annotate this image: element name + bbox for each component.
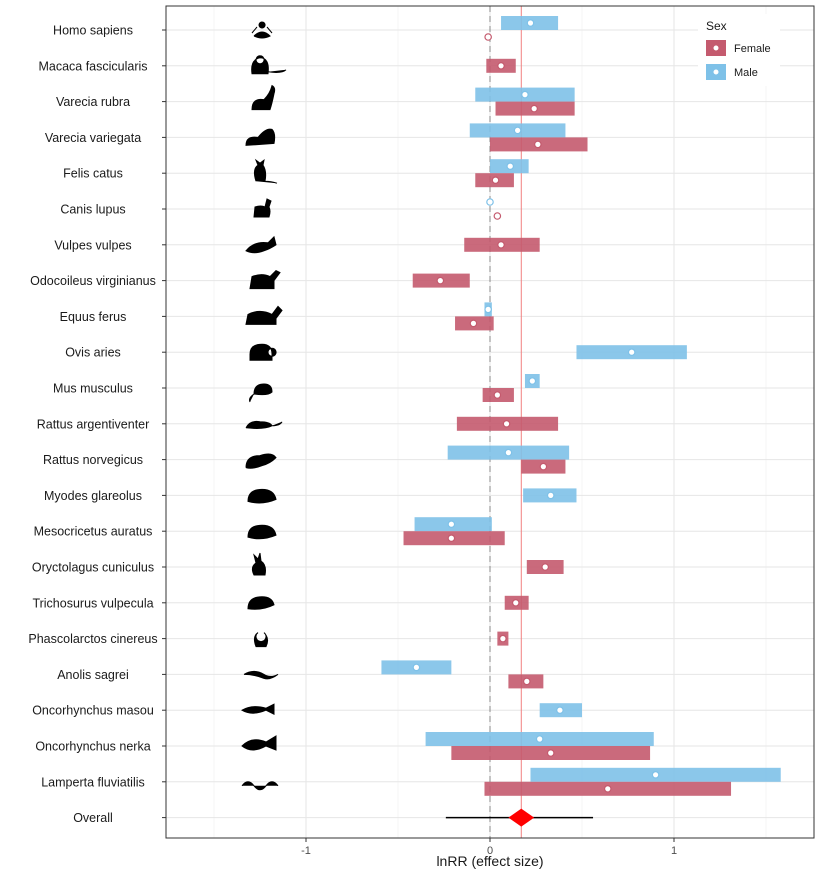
icon-layer [241,21,287,791]
sheep-icon [249,343,277,361]
y-tick-label: Lamperta fluviatilis [41,775,145,789]
female-estimate-point [497,241,505,249]
female-estimate-point [546,749,555,757]
y-tick-label: Mesocricetus auratus [34,525,153,539]
y-tick-label: Mus musculus [53,382,133,396]
y-tick-label: Overall [73,811,113,825]
male-estimate-point [535,735,544,743]
lamprey-icon [241,781,279,791]
x-tick-label: 1 [671,845,677,857]
koala-icon [253,632,269,648]
cat-icon [253,158,278,184]
legend-key-female-point [712,44,720,52]
male-estimate-point [504,448,513,457]
hamster-icon [247,524,277,540]
legend: Sex Female Male [698,14,780,86]
male-estimate-point [412,663,421,672]
male-estimate-point [526,19,535,27]
y-tick-label: Trichosurus vulpecula [32,596,153,610]
y-tick-label: Phascolarctos cinereus [28,632,157,646]
lemur-icon [251,84,276,111]
label-layer: Homo sapiens Macaca fascicularis Varecia r… [28,24,677,858]
mouse-icon [249,383,273,403]
female-estimate-point [469,319,478,328]
human-meditating-icon [251,21,273,39]
sockeye-salmon-icon [241,735,277,751]
female-estimate-point [436,276,445,285]
male-estimate-point [486,198,494,206]
female-estimate-point [493,212,502,220]
y-tick-label: Oncorhynchus nerka [35,740,150,754]
rabbit-icon [251,552,266,576]
y-tick-label: Vulpes vulpes [54,238,131,252]
y-tick-label: Oryctolagus cuniculus [32,561,154,575]
horse-icon [245,305,283,325]
male-estimate-point [447,520,456,529]
y-tick-label: Rattus argentiventer [37,417,150,431]
female-estimate-point [534,140,542,149]
y-tick-label: Homo sapiens [53,24,133,38]
female-estimate-point [497,62,505,70]
rat-icon [245,453,277,469]
y-tick-label: Felis catus [63,167,123,181]
female-estimate-point [493,391,502,399]
female-estimate-point [499,634,507,643]
female-estimate-point [541,563,550,571]
male-estimate-point [627,348,636,357]
male-estimate-point [528,377,537,385]
lizard-icon [243,670,279,680]
y-tick-label: Equus ferus [60,310,127,324]
female-estimate-point [603,784,612,793]
female-estimate-point [511,598,520,607]
y-tick-label: Varecia rubra [56,95,130,109]
y-tick-label: Varecia variegata [45,131,141,145]
overall-diamond [508,808,535,827]
y-tick-label: Odocoileus virginianus [30,274,156,288]
male-estimate-point [651,770,660,779]
male-estimate-point [484,305,492,314]
bar-layer [381,6,781,838]
male-estimate-point [521,90,529,99]
macaque-icon [251,55,287,75]
y-tick-label: Macaca fascicularis [38,59,147,73]
vole-icon [247,488,277,504]
male-estimate-point [506,162,515,171]
female-estimate-point [447,534,456,543]
possum-icon [247,596,275,610]
female-estimate-point [484,33,492,41]
legend-label-male: Male [734,67,758,79]
female-estimate-point [539,462,548,471]
ruffed-lemur-icon [245,128,276,146]
legend-key-male-point [712,68,720,76]
y-tick-label: Ovis aries [65,346,121,360]
deer-icon [249,269,281,290]
female-estimate-point [522,677,531,686]
y-tick-label: Oncorhynchus masou [32,704,154,718]
female-estimate-point [502,419,511,428]
field-rat-icon [245,420,283,429]
y-tick-label: Rattus norvegicus [43,453,143,467]
x-axis-title: lnRR (effect size) [436,853,543,869]
female-estimate-point [530,104,538,113]
fox-icon [245,235,277,254]
male-estimate-point [556,706,564,715]
female-estimate-point [491,176,500,185]
wolf-icon [253,198,272,218]
x-tick-label: 0 [487,845,493,857]
legend-title: Sex [706,19,727,33]
x-tick-label: -1 [301,845,311,857]
plot-border [165,5,815,839]
salmon-icon [241,703,275,716]
y-tick-label: Myodes glareolus [44,489,142,503]
male-estimate-point [513,126,522,135]
y-tick-label: Anolis sagrei [57,668,129,682]
y-tick-label: Canis lupus [60,203,125,217]
male-estimate-point [546,491,555,500]
legend-label-female: Female [734,43,771,55]
